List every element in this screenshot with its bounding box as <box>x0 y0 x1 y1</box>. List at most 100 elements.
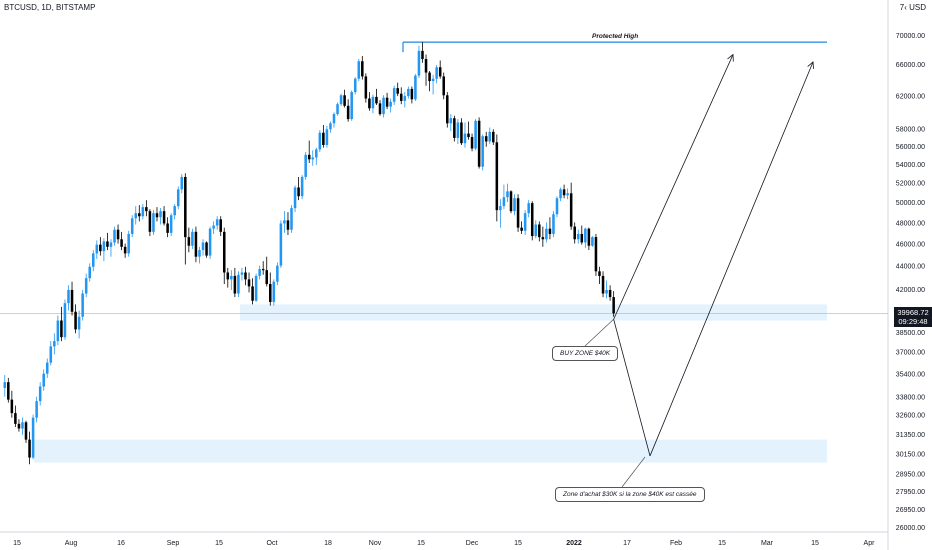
candle-body <box>523 213 527 231</box>
candle-body <box>601 275 605 294</box>
projection-arrow-up <box>613 54 734 320</box>
candle-body <box>162 211 166 224</box>
price-axis-label: 48000.00 <box>896 220 925 227</box>
time-axis-label: 15 <box>718 540 726 547</box>
candle-body <box>77 316 81 330</box>
candle-body <box>106 241 109 247</box>
candle-body <box>516 198 520 228</box>
candle-body <box>353 78 357 93</box>
candle-body <box>371 96 375 109</box>
candle-body <box>605 289 608 294</box>
candle-body <box>180 176 184 190</box>
candle-body <box>385 97 389 107</box>
candle-body <box>251 286 254 301</box>
price-axis-label: 46000.00 <box>896 242 925 249</box>
candle-body <box>166 223 169 233</box>
candle-body <box>389 101 392 107</box>
candle-body <box>378 103 382 115</box>
candle-body <box>233 275 237 294</box>
time-axis-label: 16 <box>117 540 125 547</box>
price-axis-label: 27950.00 <box>896 489 925 496</box>
candle-body <box>293 187 297 209</box>
candle-body <box>258 269 261 276</box>
candle-body <box>318 132 322 150</box>
candle-body <box>3 382 7 388</box>
candle-body <box>343 95 346 106</box>
candle-body <box>534 224 538 237</box>
candle-body <box>552 214 555 234</box>
candle-body <box>261 269 265 271</box>
time-axis-label: Aug <box>65 540 78 547</box>
time-axis-label: Mar <box>761 540 774 547</box>
candle-body <box>559 189 562 199</box>
candle-body <box>70 289 74 312</box>
candle-body <box>265 270 268 285</box>
candle-body <box>598 271 601 276</box>
candle-body <box>530 203 534 237</box>
candle-body <box>159 211 162 218</box>
candle-body <box>396 88 399 94</box>
candle-body <box>60 320 63 338</box>
candle-body <box>573 226 576 240</box>
candle-body <box>315 149 318 158</box>
projection-arrow-down <box>613 319 651 457</box>
candle-body <box>446 95 449 124</box>
candle-body <box>102 241 106 252</box>
candle-body <box>28 439 31 458</box>
candle-body <box>399 93 403 101</box>
candle-body <box>152 213 155 232</box>
candle-body <box>201 242 205 251</box>
candle-body <box>392 88 396 102</box>
candle-body <box>130 218 134 234</box>
candle-body <box>141 207 145 217</box>
candle-body <box>329 123 332 130</box>
candle-body <box>304 154 307 177</box>
candle-body <box>269 284 272 302</box>
candle-body <box>421 50 424 59</box>
candle-body <box>49 346 53 363</box>
candle-body <box>594 237 598 272</box>
currency-label: 7‹ USD <box>900 3 926 12</box>
candle-body <box>548 228 552 234</box>
candle-body <box>95 244 99 254</box>
candle-body <box>467 133 470 138</box>
candle-body <box>403 96 407 101</box>
last-price: 39968.72 <box>897 308 929 317</box>
time-axis-label: Feb <box>670 540 682 547</box>
candle-body <box>279 223 283 266</box>
candle-body <box>176 189 180 207</box>
price-axis-label: 38500.00 <box>896 330 925 337</box>
candle-body <box>42 373 45 387</box>
candle-body <box>148 211 152 232</box>
candle-body <box>88 266 91 279</box>
candle-body <box>453 118 456 138</box>
candle-body <box>527 203 530 214</box>
price-axis-label: 31350.00 <box>896 432 925 439</box>
candle-body <box>545 228 548 240</box>
price-axis-label: 52000.00 <box>896 181 925 188</box>
candle-body <box>495 142 499 211</box>
zone-achat-pointer <box>621 456 646 488</box>
price-axis-label: 42000.00 <box>896 287 925 294</box>
candle-body <box>506 191 509 198</box>
candle-body <box>449 118 453 124</box>
candle-body <box>456 122 460 138</box>
candle-body <box>17 423 21 429</box>
candle-body <box>481 136 484 167</box>
candle-body <box>407 88 410 97</box>
time-axis-label: Dec <box>466 540 479 547</box>
candle-body <box>222 231 226 273</box>
candle-body <box>410 88 414 100</box>
candle-body <box>169 215 173 233</box>
candle-body <box>123 246 127 254</box>
price-axis-label: 28950.00 <box>896 472 925 479</box>
time-axis-label: 17 <box>623 540 631 547</box>
candle-body <box>21 422 24 429</box>
candle-body <box>463 133 467 144</box>
candle-body <box>92 253 95 267</box>
candle-body <box>322 132 325 145</box>
price-axis-label: 56000.00 <box>896 144 925 151</box>
candle-body <box>219 219 222 232</box>
candle-body <box>127 233 130 254</box>
